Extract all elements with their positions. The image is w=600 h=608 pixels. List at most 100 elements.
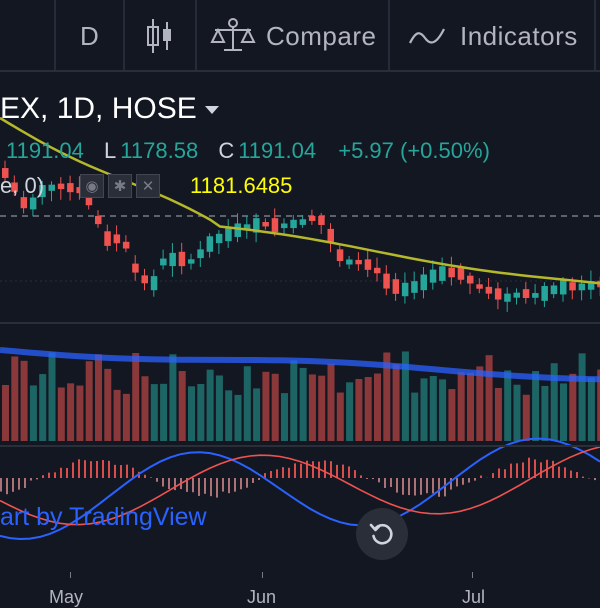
macd-bar: [324, 460, 326, 478]
macd-bar: [504, 469, 506, 478]
candle-body: [541, 286, 548, 301]
candle-body: [132, 264, 139, 273]
volume-bar: [458, 372, 465, 441]
volume-bar: [504, 370, 511, 441]
time-tick: [262, 572, 263, 578]
macd-bar: [66, 468, 68, 478]
volume-bar: [532, 371, 539, 441]
macd-bar: [468, 478, 470, 483]
candle-body: [272, 218, 279, 232]
volume-bar: [588, 377, 595, 441]
macd-bar: [108, 461, 110, 478]
macd-bar: [6, 478, 8, 494]
macd-bar: [474, 478, 476, 481]
volume-bar: [541, 386, 548, 441]
volume-bar: [95, 354, 102, 441]
volume-bar: [225, 390, 232, 441]
macd-bar: [120, 465, 122, 478]
volume-bar: [337, 393, 344, 441]
volume-bar: [476, 366, 483, 441]
candle-body: [495, 288, 502, 299]
time-label-jul: Jul: [462, 587, 485, 608]
volume-bar: [495, 388, 502, 441]
macd-bar: [48, 473, 50, 478]
volume-bar: [235, 395, 242, 441]
candle-body: [439, 266, 446, 281]
time-axis[interactable]: May Jun Jul: [0, 570, 600, 600]
volume-bar: [160, 384, 167, 441]
candle-body: [290, 220, 297, 228]
pane-separator[interactable]: [0, 445, 600, 447]
macd-bar: [222, 478, 224, 492]
reset-chart-button[interactable]: [356, 508, 408, 560]
ohlc-value: 1191.04: [238, 138, 316, 163]
macd-bar: [348, 466, 350, 478]
volume-bar: [290, 360, 297, 441]
volume-bar: [560, 383, 567, 441]
macd-bar: [432, 478, 434, 493]
volume-bar: [30, 385, 37, 441]
pane-separator[interactable]: [0, 322, 600, 324]
volume-bar: [300, 368, 307, 441]
candle-body: [532, 293, 539, 298]
macd-bar: [198, 478, 200, 496]
candle-body: [179, 252, 186, 266]
candle-body: [458, 268, 465, 280]
macd-bar: [30, 478, 32, 481]
macd-bar: [354, 470, 356, 478]
macd-bar: [204, 478, 206, 494]
volume-bar: [39, 374, 46, 441]
candle-body: [374, 268, 381, 273]
macd-bar: [90, 461, 92, 478]
eye-icon[interactable]: ◉: [80, 174, 104, 198]
candle-body: [448, 268, 455, 278]
candle-body: [421, 274, 428, 290]
ohlc-key: C: [218, 138, 234, 163]
volume-bar: [355, 379, 362, 441]
volume-bar: [151, 384, 158, 441]
candle-body: [142, 275, 149, 283]
volume-bar: [448, 389, 455, 441]
macd-bar: [240, 478, 242, 489]
candle-body: [235, 223, 242, 237]
macd-bar: [390, 478, 392, 487]
watermark[interactable]: art by TradingView: [0, 503, 207, 532]
macd-bar: [150, 477, 152, 478]
macd-bar: [276, 469, 278, 478]
macd-bar: [402, 478, 404, 495]
chevron-down-icon[interactable]: [205, 106, 219, 114]
macd-bar: [270, 471, 272, 478]
rotate-ccw-icon: [368, 520, 396, 548]
volume-bar: [328, 364, 335, 441]
candle-body: [114, 234, 121, 243]
macd-bar: [378, 478, 380, 482]
macd-bar: [162, 478, 164, 487]
macd-bar: [420, 478, 422, 495]
volume-bar: [523, 395, 530, 441]
macd-bar: [456, 478, 458, 486]
macd-bar: [564, 467, 566, 478]
candle-body: [560, 280, 567, 294]
macd-bar: [312, 461, 314, 478]
candle-body: [486, 287, 493, 294]
macd-bar: [516, 463, 518, 478]
volume-bar: [49, 352, 56, 441]
macd-bar: [366, 478, 368, 479]
macd-bar: [462, 478, 464, 485]
candle-body: [579, 284, 586, 291]
candle-body: [123, 242, 129, 249]
candle-body: [104, 231, 111, 246]
macd-bar: [408, 478, 410, 495]
close-icon[interactable]: ✕: [136, 174, 160, 198]
candle-body: [262, 222, 269, 226]
macd-bar: [300, 464, 302, 478]
time-label-jun: Jun: [247, 587, 276, 608]
macd-bar: [216, 478, 218, 498]
volume-bar: [374, 374, 381, 441]
gear-icon[interactable]: ✱: [108, 174, 132, 198]
candle-body: [569, 282, 576, 290]
volume-bar: [514, 385, 521, 441]
candle-body: [207, 236, 214, 251]
indicator-label: e, 0): [0, 173, 44, 199]
symbol-legend[interactable]: EX, 1D, HOSE: [0, 92, 219, 126]
